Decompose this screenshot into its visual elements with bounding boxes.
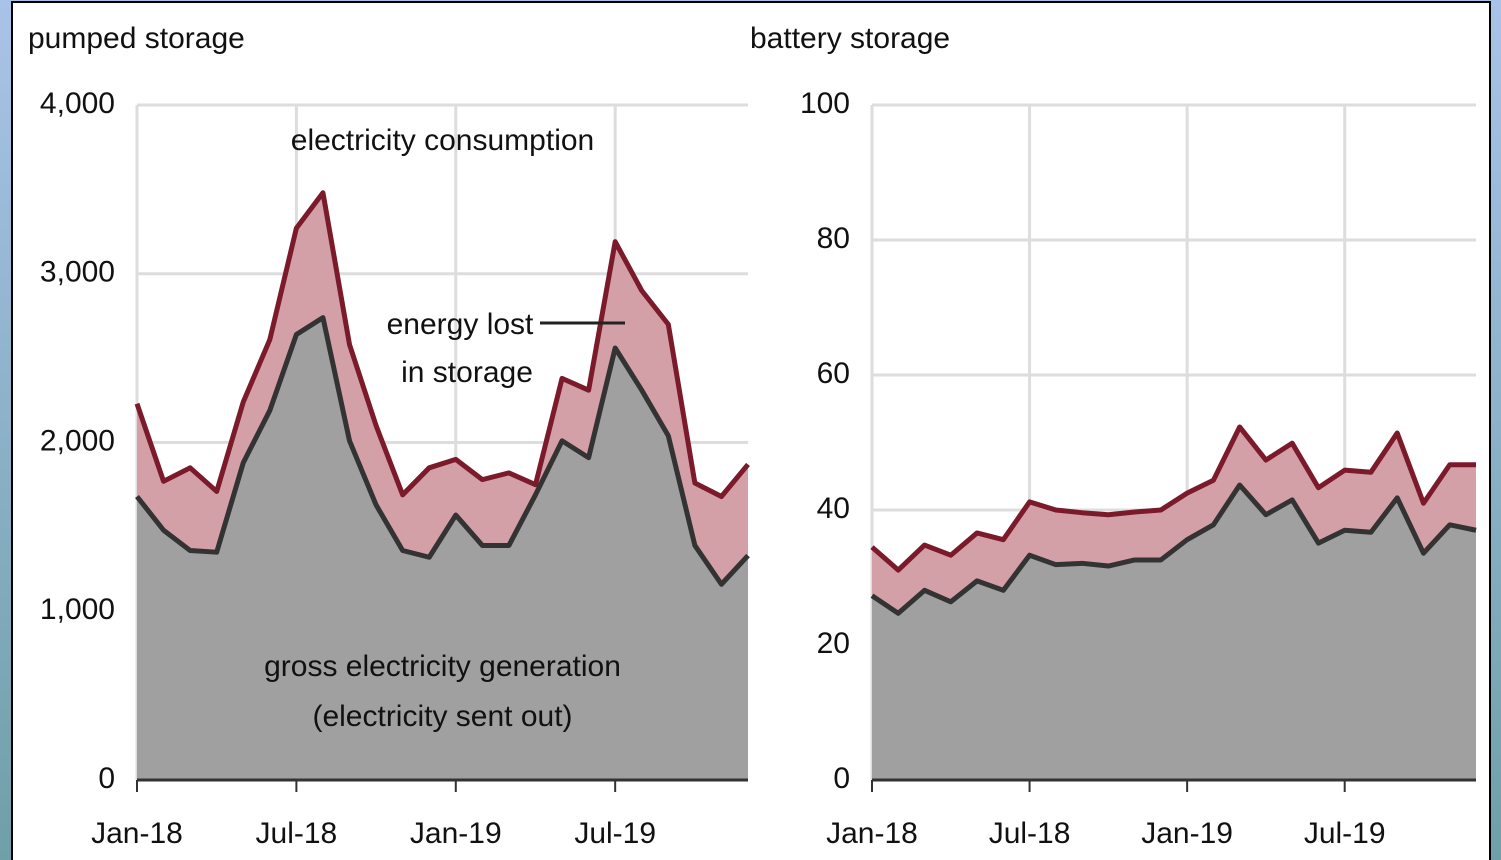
annotation: in storage bbox=[401, 356, 533, 389]
y-tick-label: 0 bbox=[98, 762, 115, 795]
x-tick-label: Jul-18 bbox=[989, 817, 1071, 850]
x-tick-label: Jan-19 bbox=[1141, 817, 1233, 850]
chart-title: pumped storage bbox=[28, 22, 245, 55]
series-label: electricity consumption bbox=[291, 124, 594, 157]
y-tick-label: 100 bbox=[800, 87, 850, 120]
y-tick-label: 0 bbox=[833, 762, 850, 795]
chart-title: battery storage bbox=[750, 22, 950, 55]
y-tick-label: 4,000 bbox=[40, 87, 115, 120]
x-tick-label: Jan-18 bbox=[826, 817, 918, 850]
area-fill bbox=[872, 485, 1476, 780]
y-tick-label: 60 bbox=[817, 357, 850, 390]
x-tick-label: Jul-19 bbox=[574, 817, 656, 850]
y-tick-label: 20 bbox=[817, 627, 850, 660]
x-tick-label: Jan-18 bbox=[91, 817, 183, 850]
y-tick-label: 80 bbox=[817, 222, 850, 255]
y-tick-label: 1,000 bbox=[40, 593, 115, 626]
series-line bbox=[870, 482, 1477, 616]
series-label: gross electricity generation bbox=[264, 650, 621, 683]
x-tick-label: Jan-19 bbox=[410, 817, 502, 850]
annotation: (electricity sent out) bbox=[312, 700, 572, 733]
y-tick-label: 3,000 bbox=[40, 256, 115, 289]
series-line bbox=[870, 424, 1476, 573]
y-tick-label: 40 bbox=[817, 492, 850, 525]
x-tick-label: Jul-18 bbox=[256, 817, 338, 850]
annotation: energy lost bbox=[387, 308, 534, 341]
series-line bbox=[135, 315, 750, 587]
series-line bbox=[134, 190, 750, 499]
y-tick-label: 2,000 bbox=[40, 424, 115, 457]
x-tick-label: Jul-19 bbox=[1304, 817, 1386, 850]
